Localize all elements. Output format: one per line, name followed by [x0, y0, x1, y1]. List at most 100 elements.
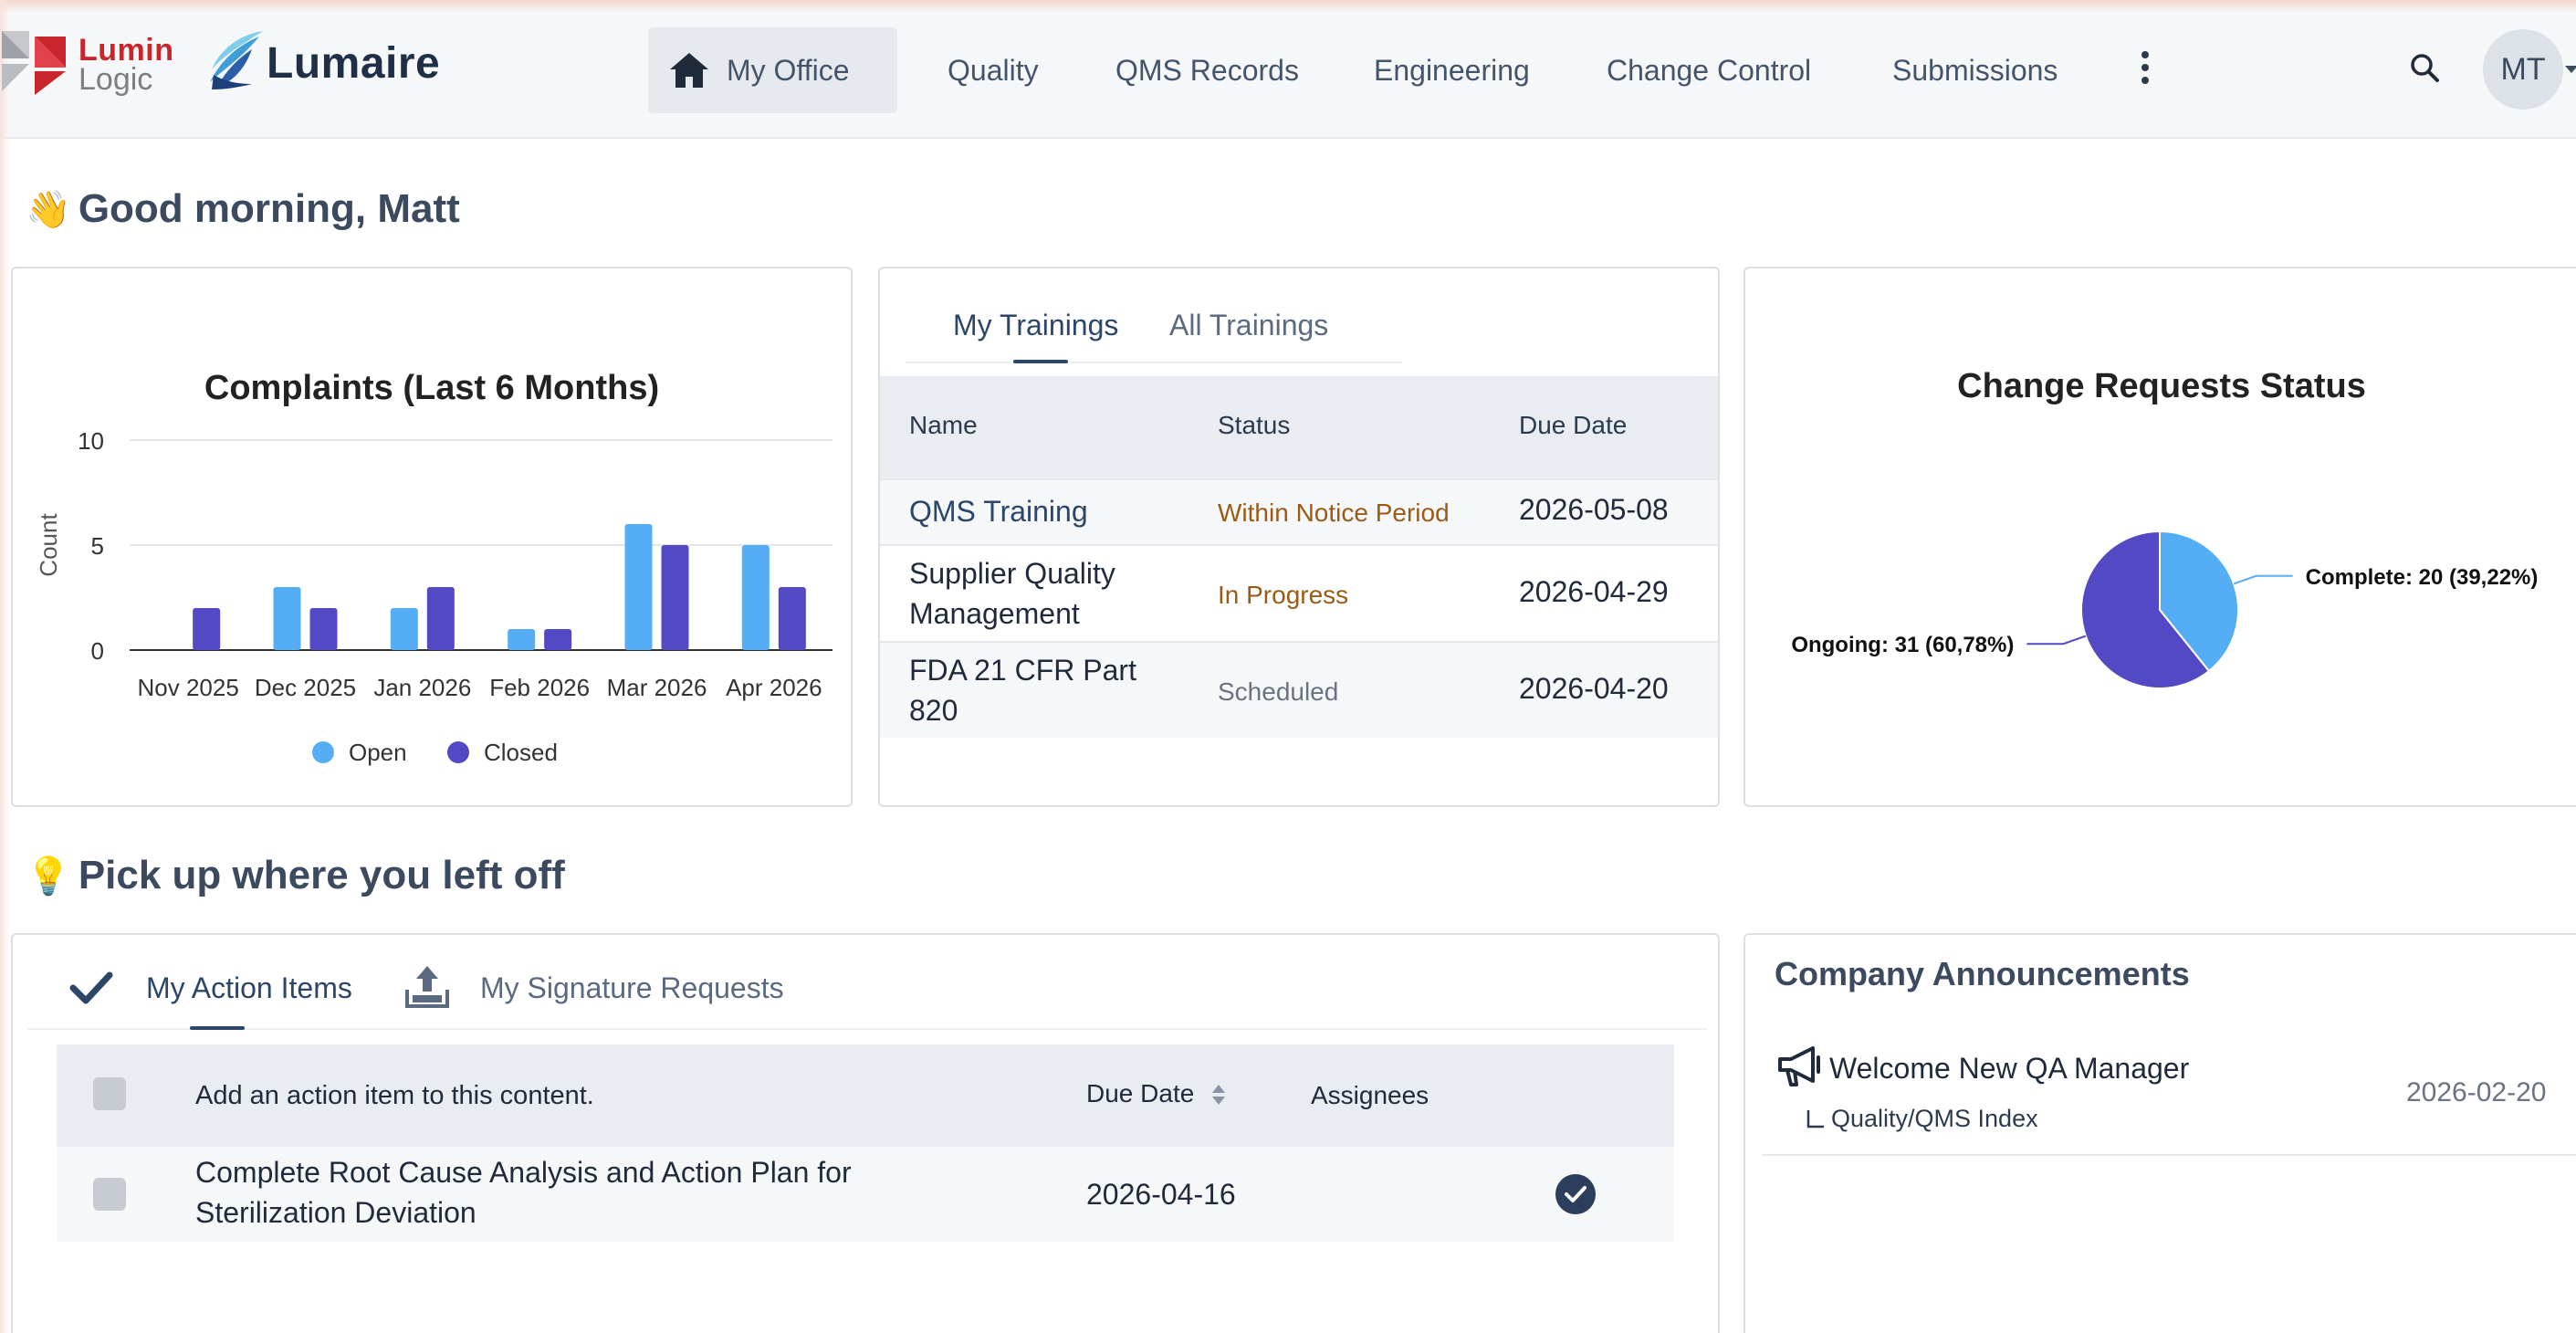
x-tick-label: Mar 2026 — [607, 674, 707, 701]
bar-open — [741, 545, 770, 650]
add-action-item-prompt[interactable]: Add an action item to this content. — [195, 1081, 594, 1110]
x-tick-label: Nov 2025 — [138, 674, 239, 701]
nav-my-office[interactable]: My Office — [648, 27, 897, 113]
action-item-title-line1: Complete Root Cause Analysis and Action … — [195, 1156, 852, 1189]
y-axis-label: Count — [35, 513, 62, 577]
complete-check-icon[interactable] — [1555, 1174, 1596, 1214]
lightbulb-icon: 💡 — [26, 855, 71, 897]
home-icon — [670, 53, 708, 88]
pickup-heading: 💡 Pick up where you left off — [26, 853, 565, 898]
table-row[interactable]: Supplier Quality Management In Progress … — [880, 544, 1718, 641]
announcement-title[interactable]: Welcome New QA Manager — [1829, 1052, 2190, 1085]
training-due-date: 2026-04-20 — [1519, 672, 1669, 705]
chart-title: Complaints (Last 6 Months) — [204, 369, 660, 407]
action-item-title[interactable]: Complete Root Cause Analysis and Action … — [195, 1152, 852, 1233]
action-items-card: My Action Items My Signature Requests Ad… — [11, 933, 1720, 1333]
avatar-caret-icon[interactable] — [2565, 66, 2576, 73]
tab-active-indicator — [1013, 360, 1068, 363]
tab-my-signature-requests[interactable]: My Signature Requests — [480, 971, 784, 1004]
nav-my-office-label: My Office — [727, 53, 850, 87]
training-name[interactable]: QMS Training — [909, 495, 1088, 528]
upload-tray-icon — [405, 966, 449, 1008]
announcement-date: 2026-02-20 — [2406, 1077, 2547, 1107]
select-all-checkbox[interactable] — [93, 1077, 126, 1110]
greeting-text: Good morning, Matt — [78, 186, 460, 231]
training-name-line2: 820 — [909, 694, 958, 727]
more-menu-icon[interactable] — [2136, 51, 2154, 91]
trainings-table-header: Name Status Due Date — [880, 376, 1718, 478]
action-items-header: Add an action item to this content. Due … — [57, 1044, 1674, 1147]
training-status: Scheduled — [1218, 677, 1339, 706]
col-due-date[interactable]: Due Date — [1086, 1079, 1195, 1107]
col-status: Status — [1218, 411, 1291, 439]
complaints-bar-chart: 0 5 10 Count Nov 2025 Dec 2025 Jan 2026 Feb 202… — [35, 427, 832, 766]
row-checkbox[interactable] — [93, 1178, 126, 1211]
change-requests-pie-chart: Complete: 20 (39,22%) Ongoing: 31 (60,78%… — [1791, 530, 2539, 689]
y-tick-label: 5 — [91, 532, 104, 560]
checkmark-icon — [69, 971, 113, 1004]
sort-icon[interactable] — [1210, 1083, 1227, 1107]
tab-divider — [906, 362, 1402, 363]
action-item-title-line2: Sterilization Deviation — [195, 1196, 476, 1229]
y-tick-label: 10 — [78, 427, 104, 455]
user-avatar[interactable]: MT — [2483, 29, 2563, 110]
top-glow — [0, 0, 2576, 13]
action-item-due-date: 2026-04-16 — [1086, 1178, 1236, 1211]
x-tick-label: Jan 2026 — [373, 674, 471, 701]
table-row[interactable]: QMS Training Within Notice Period 2026-0… — [880, 478, 1718, 544]
training-due-date: 2026-05-08 — [1519, 493, 1669, 526]
company-name-line1: Lumin — [79, 33, 174, 68]
table-row[interactable]: Complete Root Cause Analysis and Action … — [57, 1147, 1674, 1242]
bar-closed — [426, 587, 455, 650]
nav-engineering[interactable]: Engineering — [1374, 53, 1530, 87]
trainings-card: My Trainings All Trainings Name Status D… — [878, 267, 1720, 807]
waving-hand-icon: 👋 — [26, 189, 71, 230]
bar-open — [508, 629, 536, 650]
training-name-line1: FDA 21 CFR Part — [909, 654, 1136, 687]
announcement-location[interactable]: Quality/QMS Index — [1831, 1105, 2038, 1132]
bar-closed — [661, 545, 689, 650]
pie-slice-label: Ongoing: 31 (60,78%) — [1791, 633, 2014, 657]
bar-closed — [544, 629, 572, 650]
search-icon[interactable] — [2408, 51, 2443, 86]
bar-closed — [193, 608, 221, 650]
pie-slice-label: Complete: 20 (39,22%) — [2306, 565, 2539, 590]
announcement-divider — [1762, 1154, 2576, 1156]
legend-swatch — [447, 741, 469, 763]
announcements-title: Company Announcements — [1775, 955, 2190, 992]
announcements-card: Company Announcements Welcome New QA Man… — [1744, 933, 2576, 1333]
training-name[interactable]: FDA 21 CFR Part 820 — [909, 650, 1136, 730]
bar-closed — [778, 587, 806, 650]
tab-all-trainings[interactable]: All Trainings — [1169, 309, 1329, 341]
x-tick-label: Dec 2025 — [255, 674, 356, 701]
table-row[interactable]: FDA 21 CFR Part 820 Scheduled 2026-04-20 — [880, 641, 1718, 738]
lumaire-logo-icon[interactable] — [204, 29, 265, 91]
pie-slice-complete — [2159, 530, 2239, 673]
training-due-date: 2026-04-29 — [1519, 575, 1669, 608]
nav-submissions[interactable]: Submissions — [1892, 53, 2058, 87]
pie-leader-line — [2233, 574, 2293, 585]
legend-swatch — [312, 741, 334, 763]
left-glow — [0, 0, 9, 1333]
training-name[interactable]: Supplier Quality Management — [909, 553, 1115, 634]
legend-label: Closed — [484, 739, 558, 766]
nav-quality[interactable]: Quality — [948, 53, 1039, 87]
pie-chart-title: Change Requests Status — [1957, 367, 2366, 405]
x-tick-label: Apr 2026 — [726, 674, 822, 701]
tab-my-action-items[interactable]: My Action Items — [146, 971, 352, 1004]
nav-change-control[interactable]: Change Control — [1607, 53, 1812, 87]
col-name: Name — [909, 411, 978, 439]
megaphone-icon — [1778, 1046, 1820, 1086]
luminlogic-logo-icon[interactable] — [2, 31, 68, 97]
company-name-line2: Logic — [79, 62, 153, 97]
tab-my-trainings[interactable]: My Trainings — [953, 309, 1119, 341]
bar-closed — [309, 608, 338, 650]
sub-arrow-icon — [1806, 1110, 1824, 1128]
complaints-chart-card: Complaints (Last 6 Months) 0 5 10 Count Nov … — [11, 267, 853, 807]
training-status: In Progress — [1218, 581, 1349, 609]
change-requests-card: Change Requests Status Complete: 20 (39,… — [1744, 267, 2576, 807]
pickup-text: Pick up where you left off — [78, 853, 565, 897]
x-tick-label: Feb 2026 — [489, 674, 590, 701]
bar-open — [390, 608, 418, 650]
nav-qms-records[interactable]: QMS Records — [1115, 53, 1299, 87]
